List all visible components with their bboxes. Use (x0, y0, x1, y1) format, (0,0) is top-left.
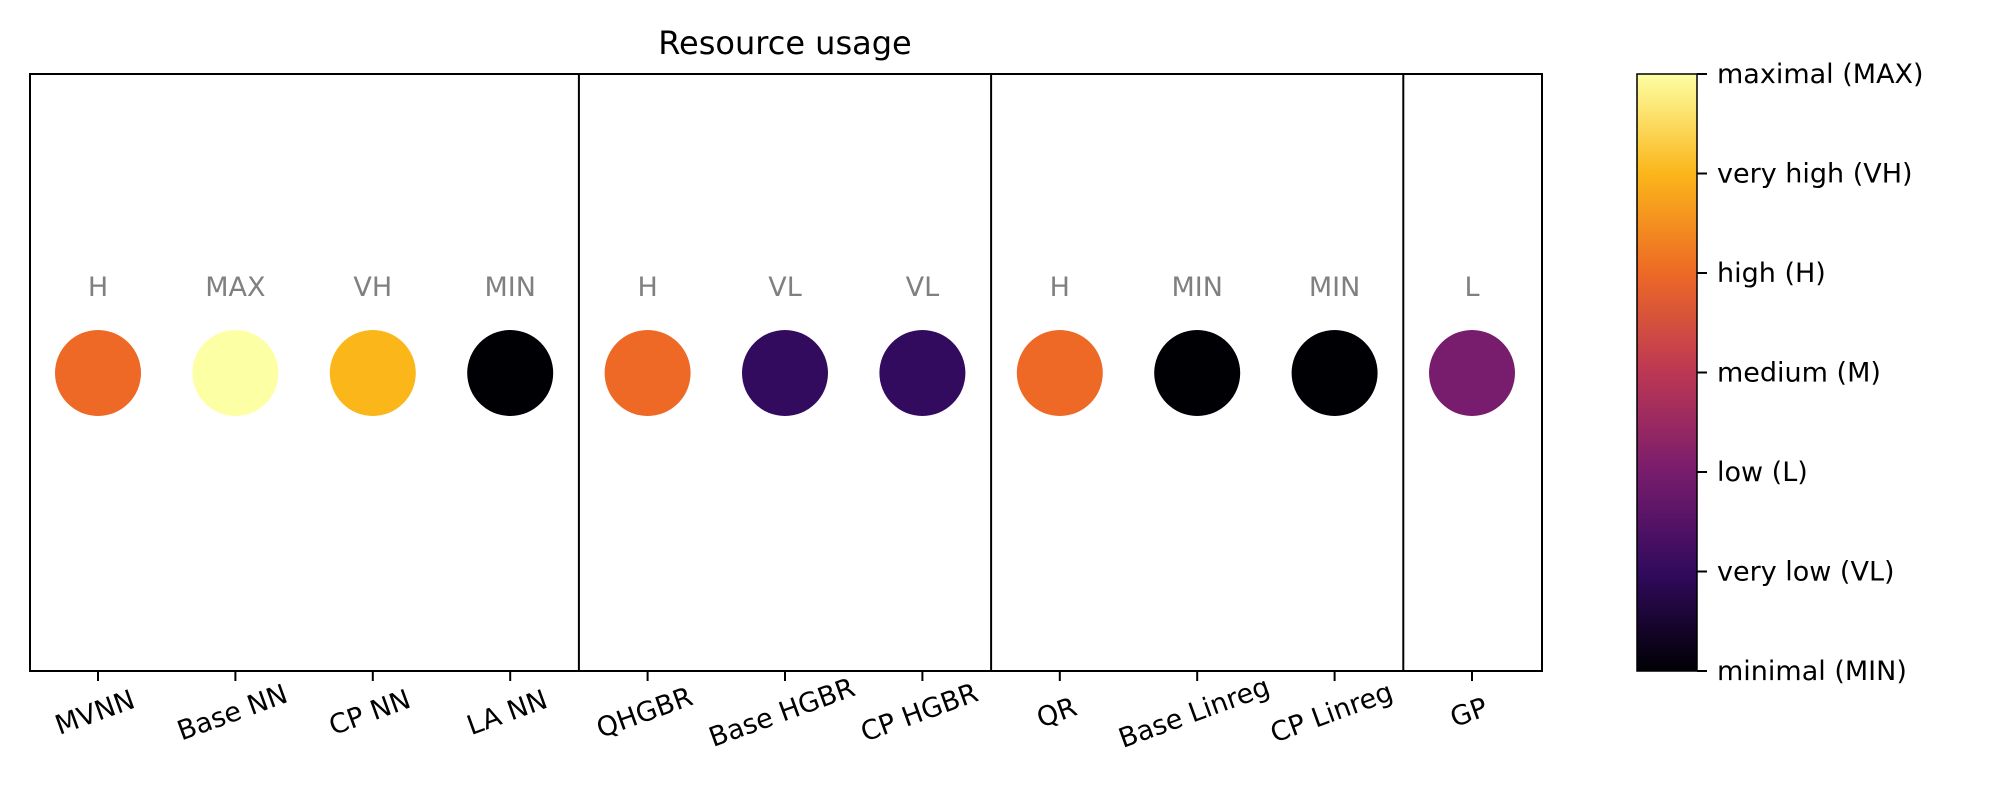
data-point (1429, 330, 1515, 416)
point-label: H (637, 272, 657, 303)
x-tick-label: CP HGBR (857, 678, 982, 749)
point-label: MIN (1171, 272, 1222, 303)
point-labels: H MAX VH MIN H VL VL H MIN MIN L (88, 272, 1480, 303)
point-label: MAX (205, 272, 265, 303)
x-tick-label: QR (1033, 692, 1081, 735)
point-label: VL (906, 272, 940, 303)
point-label: L (1464, 272, 1479, 303)
colorbar-tick-label: very low (VL) (1717, 557, 1895, 588)
data-point (1154, 330, 1241, 416)
data-point (467, 330, 554, 416)
colorbar: minimal (MIN) very low (VL) low (L) medium … (1636, 59, 1924, 687)
colorbar-ticks: minimal (MIN) very low (VL) low (L) medium … (1697, 59, 1924, 687)
data-point (1291, 330, 1378, 416)
data-point (1016, 330, 1103, 416)
x-tick-label: Base Linreg (1115, 671, 1274, 754)
colorbar-tick-label: high (H) (1717, 258, 1826, 289)
point-label: VH (353, 272, 392, 303)
colorbar-gradient (1636, 73, 1698, 672)
data-markers (55, 330, 1515, 416)
x-tick-label: CP Linreg (1266, 677, 1397, 750)
x-tick-label: Base HGBR (705, 672, 859, 753)
colorbar-tick-label: maximal (MAX) (1717, 59, 1924, 90)
group-separators (577, 74, 1405, 671)
point-label: VL (768, 272, 802, 303)
colorbar-tick-label: medium (M) (1717, 358, 1881, 389)
data-point (604, 330, 691, 416)
point-label: H (1050, 272, 1070, 303)
point-label: H (88, 272, 108, 303)
point-label: MIN (1309, 272, 1360, 303)
data-point (55, 330, 141, 416)
data-point (742, 330, 828, 416)
plot-area: H MAX VH MIN H VL VL H MIN MIN L (29, 73, 1543, 672)
chart-title: Resource usage (658, 24, 911, 62)
point-label: MIN (484, 272, 535, 303)
colorbar-tick-label: very high (VH) (1717, 159, 1913, 190)
x-tick-label: Base NN (173, 679, 291, 747)
x-tick-label: MVNN (51, 684, 139, 741)
x-tick-label: QHGBR (593, 681, 697, 744)
x-tick-label: GP (1446, 692, 1492, 734)
colorbar-tick-label: minimal (MIN) (1717, 656, 1907, 687)
x-tick-label: CP NN (325, 684, 415, 742)
colorbar-tick-label: low (L) (1717, 457, 1808, 488)
data-point (329, 330, 416, 416)
data-point (192, 330, 279, 416)
data-point (879, 330, 966, 416)
x-tick-label: LA NN (463, 684, 552, 742)
